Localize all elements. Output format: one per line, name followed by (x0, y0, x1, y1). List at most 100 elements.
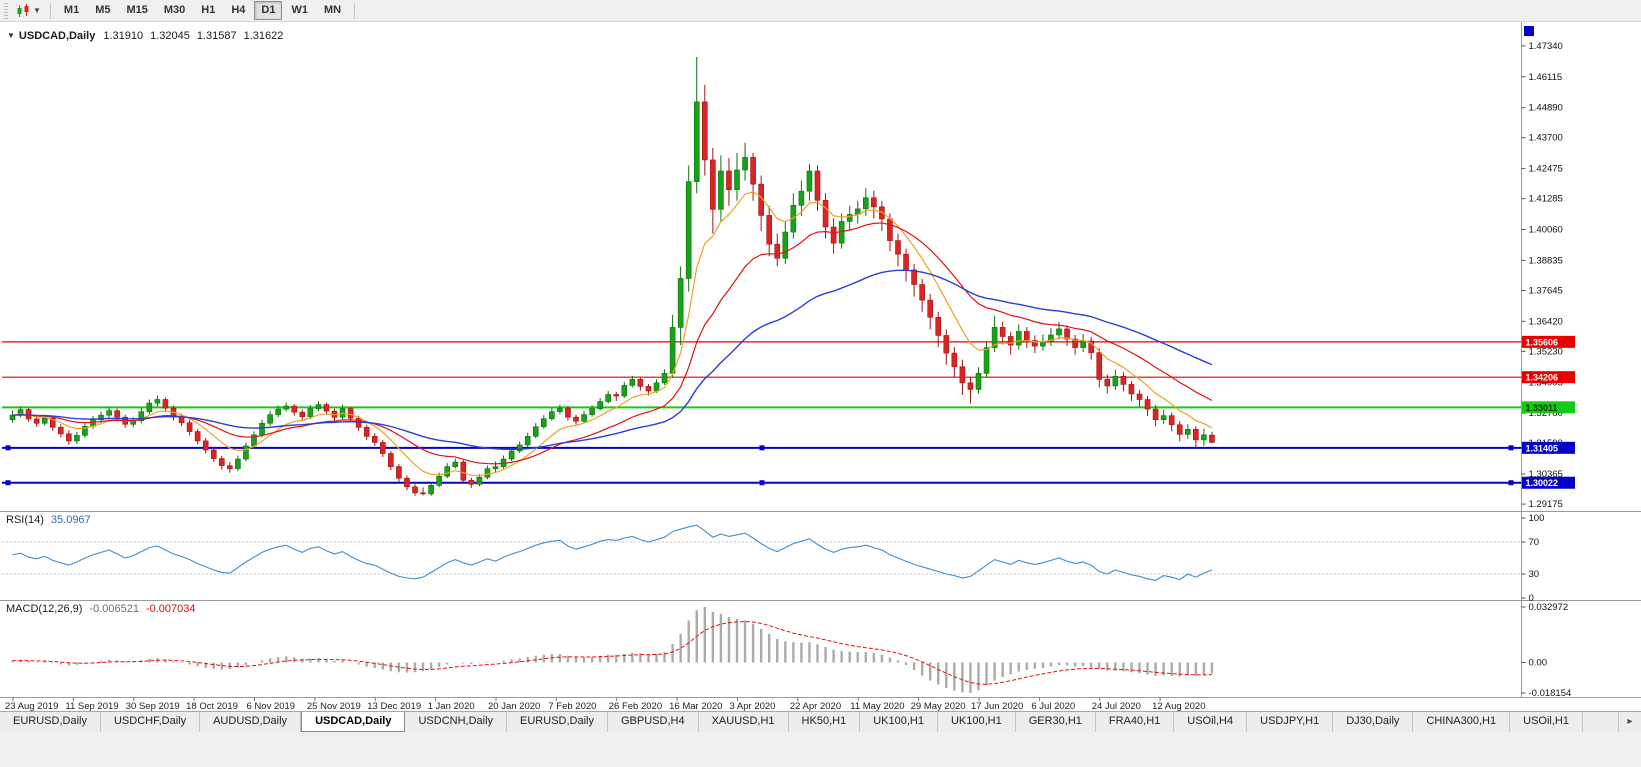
rsi-tick-label: 100 (1529, 513, 1545, 524)
toolbar-separator (354, 2, 356, 19)
candle-body (388, 453, 394, 467)
candle-body (629, 379, 636, 386)
candle-body (677, 278, 684, 328)
date-label[interactable]: 20 Jan 2020 (488, 701, 540, 711)
date-label[interactable]: 25 Nov 2019 (307, 701, 361, 711)
tf-w1-button[interactable]: W1 (291, 4, 308, 16)
chart-tab-audusd-daily[interactable]: AUDUSD,Daily (200, 712, 302, 732)
hline-handle[interactable] (1508, 445, 1514, 451)
tf-m5-button[interactable]: M5 (95, 4, 111, 16)
chart-tab-dj30-daily[interactable]: DJ30,Daily (1333, 712, 1414, 732)
window-menu-icon[interactable]: ▼ (7, 31, 15, 40)
candle-body (710, 159, 716, 210)
hline-handle[interactable] (5, 480, 11, 486)
date-label[interactable]: 24 Jul 2020 (1092, 701, 1141, 711)
tf-m1-button[interactable]: M1 (63, 4, 80, 16)
tf-d1-button[interactable]: D1 (254, 1, 283, 20)
hline-handle[interactable] (759, 480, 765, 486)
candle-body (1088, 340, 1094, 353)
date-label[interactable]: 13 Dec 2019 (367, 701, 421, 711)
candle-body (428, 484, 434, 495)
hline-handle[interactable] (1508, 480, 1514, 486)
date-label[interactable]: 26 Feb 2020 (609, 701, 662, 711)
candle-body (1015, 331, 1022, 346)
candle-body (621, 385, 628, 397)
macd-signal-line (12, 621, 1212, 685)
candle-body (404, 477, 410, 488)
date-label[interactable]: 30 Sep 2019 (126, 701, 180, 711)
chart-tab-uk100-h1[interactable]: UK100,H1 (937, 712, 1016, 732)
candle-body (1080, 340, 1086, 348)
chart-canvas[interactable]: 1.47340 1.46115 1.44890 1.43700 1.42475 1.412… (0, 22, 1641, 711)
candle-body (460, 461, 467, 481)
hline-handle[interactable] (5, 445, 11, 451)
candle-body (1024, 331, 1030, 341)
chart-tab-usdcad-daily[interactable]: USDCAD,Daily (301, 712, 406, 732)
chart-tab-eurusd-daily[interactable]: EURUSD,Daily (0, 712, 101, 732)
chart-tab-uk100-h1[interactable]: UK100,H1 (860, 712, 938, 732)
chart-tab-usoil-h1[interactable]: USOil,H1 (1510, 712, 1583, 732)
date-label[interactable]: 6 Jul 2020 (1031, 701, 1075, 711)
chart-tab-usdjpy-h1[interactable]: USDJPY,H1 (1247, 712, 1334, 732)
chart-type-button[interactable]: ▼ (12, 1, 45, 21)
date-label[interactable]: 11 May 2020 (850, 701, 904, 711)
tab-scroll-right-button[interactable]: ▸ (1618, 712, 1641, 732)
chart-tab-ger30-h1[interactable]: GER30,H1 (1015, 712, 1096, 732)
tf-mn-button[interactable]: MN (323, 4, 342, 16)
candle-body (887, 218, 893, 241)
candle-body (468, 479, 475, 485)
candle-body (879, 206, 885, 220)
price-tick-label: 1.37645 (1529, 285, 1563, 296)
toolbar-grip[interactable] (4, 2, 8, 19)
chart-panel[interactable]: 1.47340 1.46115 1.44890 1.43700 1.42475 1.412… (0, 22, 1641, 711)
chart-tab-xauusd-h1[interactable]: XAUUSD,H1 (698, 712, 789, 732)
chart-tab-hk50-h1[interactable]: HK50,H1 (788, 712, 861, 732)
date-label[interactable]: 12 Aug 2020 (1152, 701, 1205, 711)
date-label[interactable]: 3 Apr 2020 (730, 701, 776, 711)
price-level-flag-label: 1.35606 (1526, 337, 1559, 347)
candle-body (347, 408, 354, 419)
date-label[interactable]: 16 Mar 2020 (669, 701, 722, 711)
chart-tab-eurusd-daily[interactable]: EURUSD,Daily (507, 712, 608, 732)
chart-tab-usdchf-daily[interactable]: USDCHF,Daily (100, 712, 201, 732)
tf-h1-button[interactable]: H1 (201, 4, 216, 16)
tf-m15-button[interactable]: M15 (126, 4, 148, 16)
date-label[interactable]: 17 Jun 2020 (971, 701, 1023, 711)
candle-body (1185, 429, 1191, 435)
candle-body (299, 411, 306, 417)
chart-tab-usoil-h4[interactable]: USOil,H4 (1174, 712, 1248, 732)
candle-body (814, 170, 821, 201)
candle-body (412, 486, 418, 494)
tf-h4-button[interactable]: H4 (231, 4, 246, 16)
candle-body (508, 450, 515, 460)
chart-tab-usdcnh-daily[interactable]: USDCNH,Daily (405, 712, 508, 732)
date-label[interactable]: 18 Oct 2019 (186, 701, 238, 711)
date-label[interactable]: 7 Feb 2020 (548, 701, 596, 711)
candle-body (653, 382, 660, 392)
candle-body (557, 407, 563, 412)
candle-body (726, 170, 732, 190)
timeframe-toolbar: ▼ M1 M5 M15 M30 H1 H4 D1 W1 MN (0, 0, 1641, 22)
chart-tab-gbpusd-h4[interactable]: GBPUSD,H4 (608, 712, 699, 732)
candle-body (444, 466, 451, 477)
date-label[interactable]: 6 Nov 2019 (247, 701, 296, 711)
chart-tab-fra40-h1[interactable]: FRA40,H1 (1095, 712, 1175, 732)
candle-body (452, 461, 459, 467)
date-label[interactable]: 22 Apr 2020 (790, 701, 841, 711)
candle-body (549, 411, 555, 420)
toolbar-separator (49, 2, 51, 19)
tf-m30-button[interactable]: M30 (163, 4, 186, 16)
timeframe-buttons: M1 M5 M15 M30 H1 H4 D1 W1 MN (56, 1, 349, 20)
hline-handle[interactable] (759, 445, 765, 451)
date-label[interactable]: 1 Jan 2020 (428, 701, 475, 711)
price-tick-label: 1.30365 (1529, 469, 1563, 480)
date-label[interactable]: 11 Sep 2019 (65, 701, 118, 711)
chart-tab-china300-h1[interactable]: CHINA300,H1 (1413, 712, 1511, 732)
date-label[interactable]: 23 Aug 2019 (5, 701, 58, 711)
rsi-value: 35.0967 (50, 514, 91, 526)
price-level-flag (1522, 371, 1575, 384)
candle-body (291, 405, 298, 413)
candle-body (943, 335, 950, 354)
candle-body (742, 157, 748, 171)
date-label[interactable]: 29 May 2020 (911, 701, 966, 711)
